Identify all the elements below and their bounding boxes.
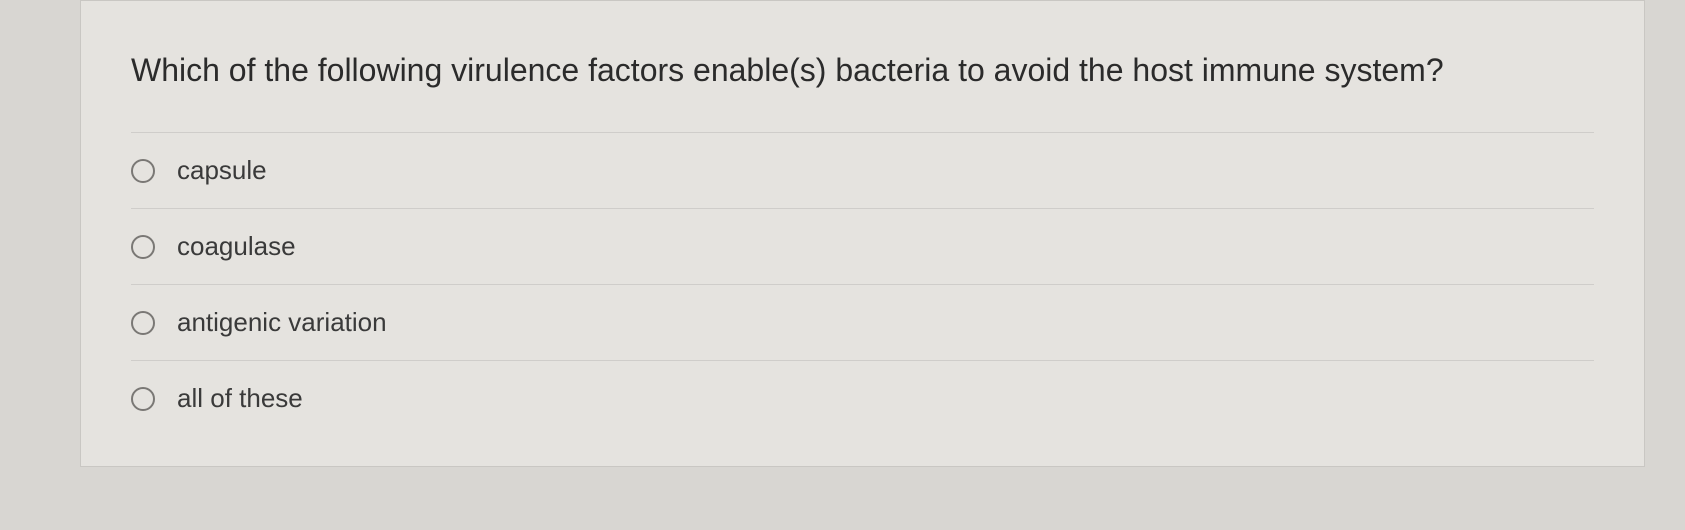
option-label: capsule [177, 155, 267, 186]
question-prompt: Which of the following virulence factors… [81, 1, 1644, 132]
option-row[interactable]: antigenic variation [131, 284, 1594, 360]
option-label: antigenic variation [177, 307, 387, 338]
option-row[interactable]: all of these [131, 360, 1594, 436]
radio-icon[interactable] [131, 387, 155, 411]
option-row[interactable]: coagulase [131, 208, 1594, 284]
option-row[interactable]: capsule [131, 132, 1594, 208]
option-label: coagulase [177, 231, 296, 262]
radio-icon[interactable] [131, 235, 155, 259]
radio-icon[interactable] [131, 311, 155, 335]
question-card: Which of the following virulence factors… [80, 0, 1645, 467]
option-label: all of these [177, 383, 303, 414]
radio-icon[interactable] [131, 159, 155, 183]
options-list: capsule coagulase antigenic variation al… [81, 132, 1644, 466]
